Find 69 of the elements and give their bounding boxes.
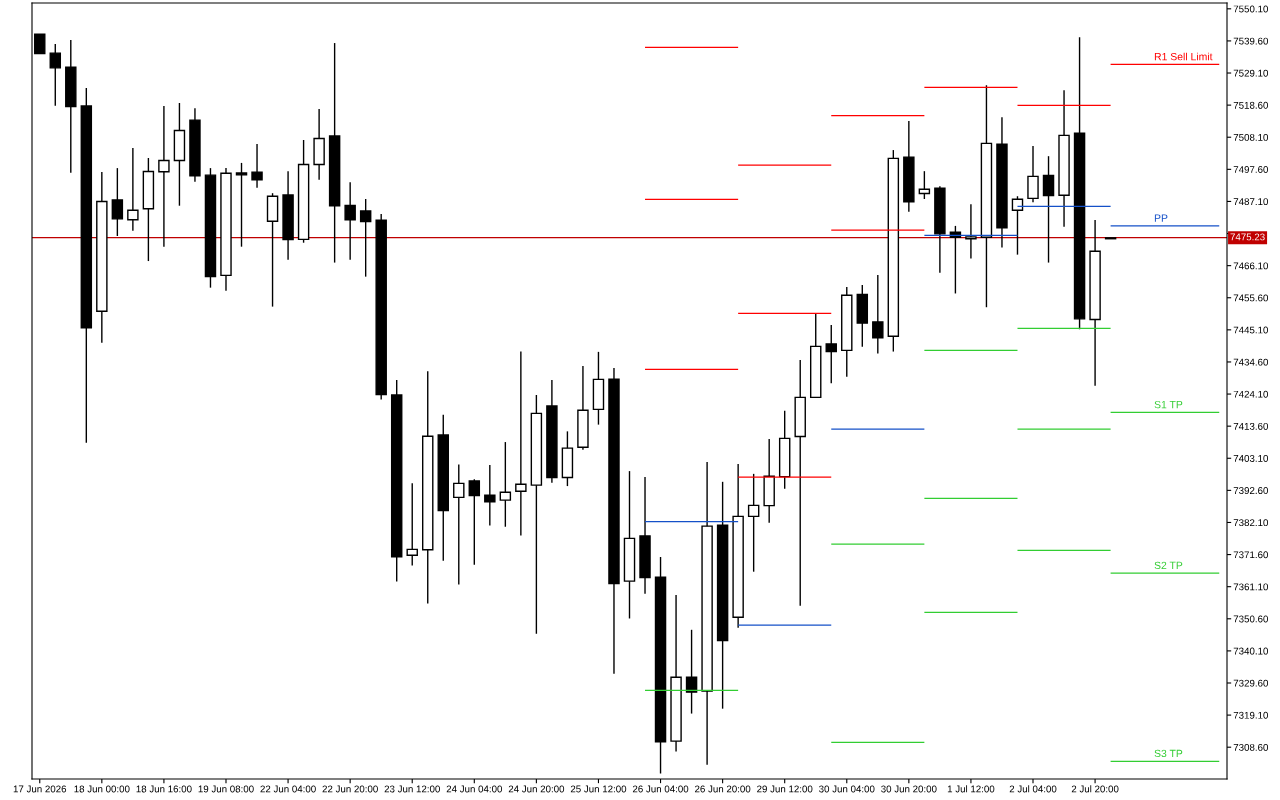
y-tick-label: 7308.60 [1233, 743, 1269, 751]
y-tick-label: 7539.60 [1233, 37, 1269, 45]
candlestick [515, 350, 527, 537]
candlestick [49, 43, 62, 107]
y-tick-label: 7340.10 [1233, 647, 1269, 655]
y-tick-label: 7455.60 [1233, 294, 1269, 302]
y-tick-label: 7392.60 [1233, 487, 1269, 494]
candlestick [1042, 155, 1055, 264]
ref-line-label: 7475.23 [1230, 233, 1265, 241]
candlestick [685, 629, 698, 715]
x-tick-label: 24 Jun 20:00 [508, 785, 565, 793]
y-tick-label: 7361.10 [1233, 583, 1269, 591]
series-label: S3 TP [1154, 749, 1183, 758]
x-tick-label: 26 Jun 20:00 [695, 785, 751, 793]
candlestick [499, 441, 512, 528]
x-tick-label: 2 Jul 04:00 [1009, 785, 1057, 793]
candlestick [825, 324, 837, 385]
candlestick [747, 473, 760, 573]
y-tick-label: 7487.10 [1233, 198, 1269, 206]
candlestick [965, 203, 977, 260]
candlestick [359, 198, 372, 278]
y-tick-label: 7466.10 [1233, 262, 1269, 270]
y-tick-label: 7497.60 [1233, 166, 1269, 173]
candlestick [235, 162, 248, 248]
candlestick [158, 105, 170, 248]
candlestick [453, 463, 465, 586]
candlestick [406, 482, 418, 567]
series-label: S1 TP [1154, 400, 1183, 409]
candlestick [344, 181, 356, 261]
x-tick-label: 1 Jul 12:00 [947, 785, 995, 793]
candlestick [872, 274, 884, 355]
series-label: PP [1154, 214, 1168, 222]
y-tick-label: 7329.60 [1233, 679, 1269, 687]
y-tick-label: 7403.10 [1233, 455, 1269, 462]
y-tick-label: 7529.10 [1233, 69, 1269, 77]
x-tick-label: 29 Jun 12:00 [757, 785, 813, 793]
y-tick-label: 7445.10 [1233, 326, 1269, 334]
x-tick-label: 18 Jun 16:00 [136, 785, 192, 793]
y-tick-label: 7350.60 [1233, 615, 1269, 623]
y-tick-label: 7371.60 [1233, 551, 1269, 559]
y-tick-label: 7518.60 [1233, 101, 1269, 109]
candlestick [468, 478, 481, 566]
candlestick [251, 143, 263, 189]
x-tick-label: 17 Jun 2026 [13, 785, 67, 793]
y-tick-label: 7382.10 [1233, 519, 1269, 527]
x-tick-label: 30 Jun 04:00 [819, 785, 875, 793]
y-tick-label: 7413.60 [1233, 422, 1269, 430]
y-tick-label: 7424.10 [1233, 390, 1269, 398]
x-tick-label: 24 Jun 04:00 [446, 785, 503, 793]
series-label: R1 Sell Limit [1154, 52, 1213, 61]
x-tick-label: 19 Jun 08:00 [198, 785, 254, 793]
y-tick-label: 7434.60 [1233, 358, 1269, 366]
y-tick-label: 7508.10 [1233, 133, 1269, 141]
candlestick [111, 167, 124, 237]
y-tick-label: 7319.10 [1233, 711, 1269, 719]
y-tick-label: 7550.10 [1233, 5, 1269, 13]
candlestick [127, 147, 139, 232]
x-tick-label: 26 Jun 04:00 [632, 785, 689, 793]
x-tick-label: 23 Jun 12:00 [384, 785, 440, 793]
x-tick-label: 22 Jun 20:00 [322, 785, 378, 793]
x-tick-label: 22 Jun 04:00 [260, 785, 316, 793]
x-tick-label: 30 Jun 20:00 [881, 785, 937, 793]
series-label: S2 TP [1154, 561, 1183, 570]
x-tick-label: 2 Jul 20:00 [1071, 785, 1119, 793]
x-tick-label: 25 Jun 12:00 [570, 785, 627, 793]
x-tick-label: 18 Jun 00:00 [74, 785, 130, 793]
candlestick [1011, 195, 1024, 256]
candlestick [484, 464, 496, 527]
candlestick [1027, 145, 1039, 204]
